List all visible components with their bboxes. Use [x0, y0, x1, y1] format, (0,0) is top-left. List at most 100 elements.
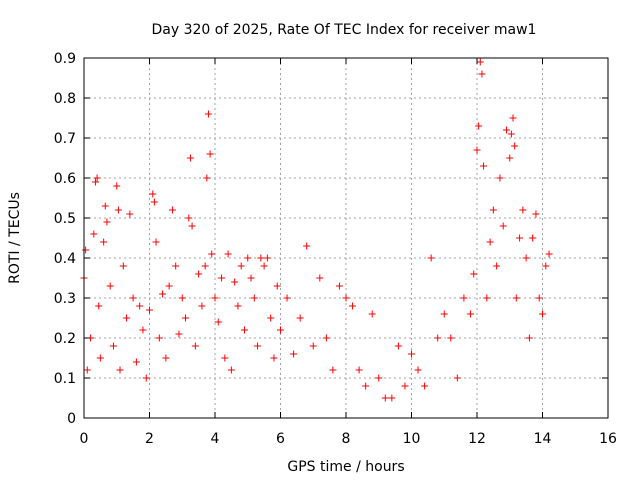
y-tick-label: 0.4 — [54, 251, 76, 267]
data-point — [129, 294, 137, 302]
data-point — [155, 334, 163, 342]
data-point — [447, 334, 455, 342]
data-point — [493, 262, 501, 270]
data-point — [263, 254, 271, 262]
x-tick-label: 2 — [145, 431, 154, 447]
data-point — [224, 250, 232, 258]
data-point — [150, 198, 158, 206]
data-point — [191, 342, 199, 350]
data-point — [496, 174, 504, 182]
data-point — [414, 366, 422, 374]
x-tick-label: 14 — [534, 431, 552, 447]
data-point — [178, 294, 186, 302]
data-point — [142, 374, 150, 382]
y-tick-label: 0.1 — [54, 371, 76, 387]
data-points — [80, 58, 553, 402]
data-point — [95, 302, 103, 310]
x-tick-label: 4 — [211, 431, 220, 447]
data-point — [257, 254, 265, 262]
data-point — [195, 270, 203, 278]
data-point — [401, 382, 409, 390]
data-point — [234, 302, 242, 310]
data-point — [478, 70, 486, 78]
data-point — [322, 334, 330, 342]
data-point — [460, 294, 468, 302]
data-point — [329, 366, 337, 374]
data-point — [427, 254, 435, 262]
data-point — [186, 154, 194, 162]
data-point — [542, 262, 550, 270]
data-point — [83, 366, 91, 374]
data-point — [507, 130, 515, 138]
data-point — [539, 310, 546, 318]
data-point — [206, 150, 214, 158]
data-point — [335, 282, 343, 290]
x-tick-label: 16 — [599, 431, 617, 447]
data-point — [162, 354, 170, 362]
data-point — [362, 382, 370, 390]
data-point — [486, 238, 494, 246]
data-point — [483, 294, 491, 302]
data-point — [96, 354, 104, 362]
data-point — [480, 162, 488, 170]
data-point — [506, 154, 514, 162]
data-point — [519, 206, 527, 214]
data-point — [182, 314, 190, 322]
data-point — [103, 218, 111, 226]
data-point — [82, 246, 90, 254]
data-point — [227, 366, 235, 374]
data-point — [123, 314, 131, 322]
data-point — [254, 342, 262, 350]
x-tick-label: 0 — [80, 431, 89, 447]
y-tick-label: 0.9 — [54, 51, 76, 67]
data-point — [198, 302, 206, 310]
data-point — [119, 262, 127, 270]
data-point — [240, 326, 248, 334]
data-point — [211, 294, 219, 302]
data-point — [152, 238, 160, 246]
data-point — [545, 250, 553, 258]
data-point — [476, 58, 484, 66]
data-point — [475, 122, 483, 130]
y-tick-label: 0.2 — [54, 331, 76, 347]
data-point — [260, 262, 268, 270]
data-point — [116, 366, 124, 374]
data-point — [201, 262, 209, 270]
data-point — [172, 262, 180, 270]
data-point — [168, 206, 176, 214]
y-tick-label: 0.3 — [54, 291, 76, 307]
data-point — [247, 274, 255, 282]
data-point — [188, 222, 196, 230]
data-point — [532, 210, 540, 218]
data-point — [101, 202, 109, 210]
data-point — [421, 382, 429, 390]
x-tick-label: 12 — [468, 431, 486, 447]
data-point — [113, 182, 121, 190]
data-point — [296, 314, 304, 322]
data-point — [489, 206, 497, 214]
x-axis-label: GPS time / hours — [287, 459, 404, 475]
data-point — [512, 294, 520, 302]
data-point — [204, 110, 212, 118]
data-point — [290, 350, 298, 358]
y-tick-label: 0.8 — [54, 91, 76, 107]
data-point — [440, 310, 448, 318]
data-point — [91, 178, 99, 186]
data-point — [309, 342, 317, 350]
data-point — [214, 318, 222, 326]
data-point — [525, 334, 533, 342]
data-point — [273, 282, 281, 290]
data-point — [522, 254, 530, 262]
data-point — [208, 250, 216, 258]
data-point — [277, 326, 284, 334]
data-point — [499, 222, 507, 230]
axis-ticks: 0 2 4 6 8 10 12 14 16 0 0.1 0.2 0.3 0.4 0.5 0.6 0.7 0.8 0.… — [54, 51, 617, 447]
data-point — [368, 310, 376, 318]
y-axis-label: ROTI / TECUs — [7, 192, 23, 284]
data-point — [93, 174, 101, 182]
chart-title: Day 320 of 2025, Rate Of TEC Index for r… — [152, 22, 537, 38]
data-point — [114, 206, 122, 214]
data-point — [132, 358, 140, 366]
data-point — [175, 330, 183, 338]
